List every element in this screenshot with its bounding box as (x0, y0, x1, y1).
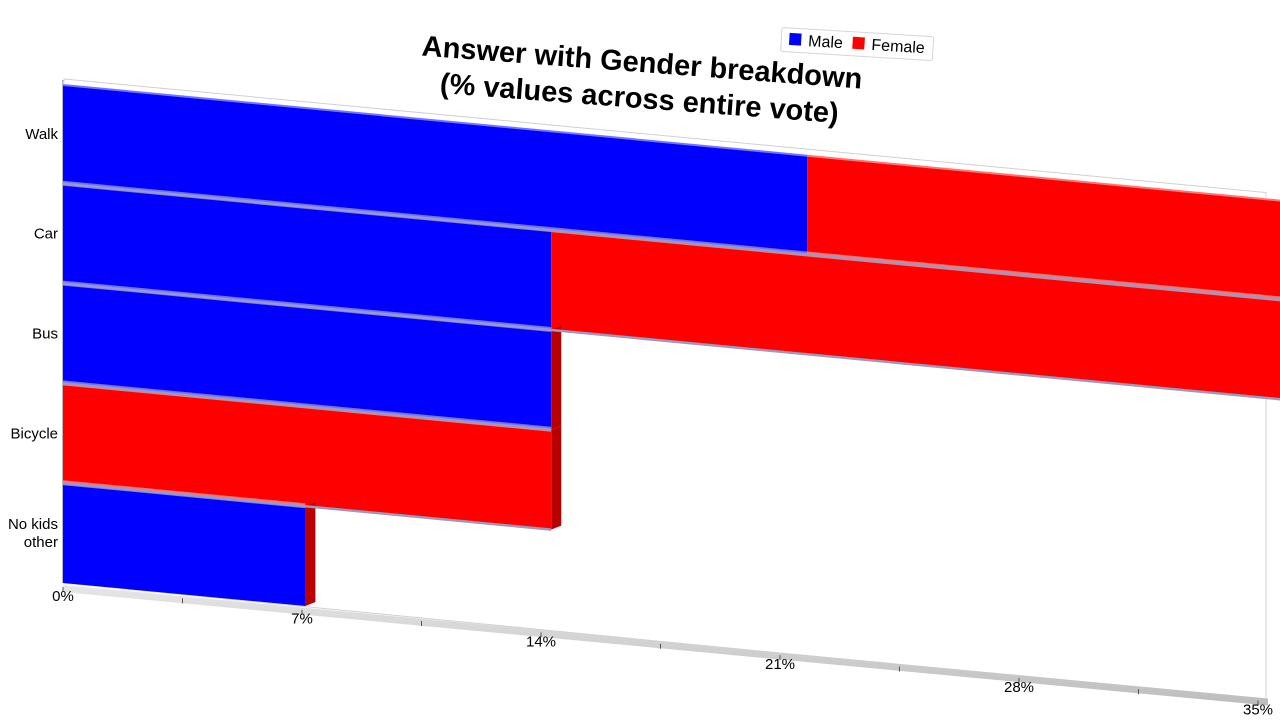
bar-side (551, 425, 562, 530)
bar-top-highlight (807, 151, 1280, 202)
bar-face (63, 383, 552, 530)
x-tick-label: 28% (1004, 679, 1034, 696)
bar-separator-line (62, 282, 1280, 401)
category-label: No kids other (8, 516, 58, 551)
bar-walk-male (63, 81, 808, 255)
bar-top-highlight (63, 81, 808, 157)
bar-face (63, 183, 552, 330)
bar-face (807, 154, 1280, 300)
legend-swatch-female (852, 36, 865, 50)
bar-side (305, 502, 316, 607)
category-label: Walk (25, 126, 58, 143)
x-tick-label: 35% (1243, 702, 1273, 719)
category-label: Car (34, 226, 58, 243)
x-tick-label: 0% (52, 588, 74, 605)
legend-label-female: Female (871, 37, 925, 57)
bar-side (551, 325, 562, 430)
category-label: Bus (32, 326, 58, 343)
bar-separator-line (62, 382, 552, 432)
x-axis-floor (63, 585, 1268, 706)
bar-walk-female (807, 151, 1280, 300)
bar-face (63, 483, 306, 607)
x-tick-label: 7% (291, 611, 313, 628)
legend-swatch-male (788, 32, 802, 46)
x-tick-label: 21% (765, 656, 795, 673)
bar-face (63, 283, 552, 430)
x-tick-label: 14% (526, 633, 556, 650)
bar-separator-line (62, 182, 1280, 301)
bar-face (63, 84, 808, 255)
bar-face (551, 230, 1280, 400)
category-label: Bicycle (10, 425, 58, 442)
legend: Male Female (780, 27, 935, 62)
bar-separator-line (62, 481, 552, 531)
legend-label-male: Male (808, 33, 844, 52)
